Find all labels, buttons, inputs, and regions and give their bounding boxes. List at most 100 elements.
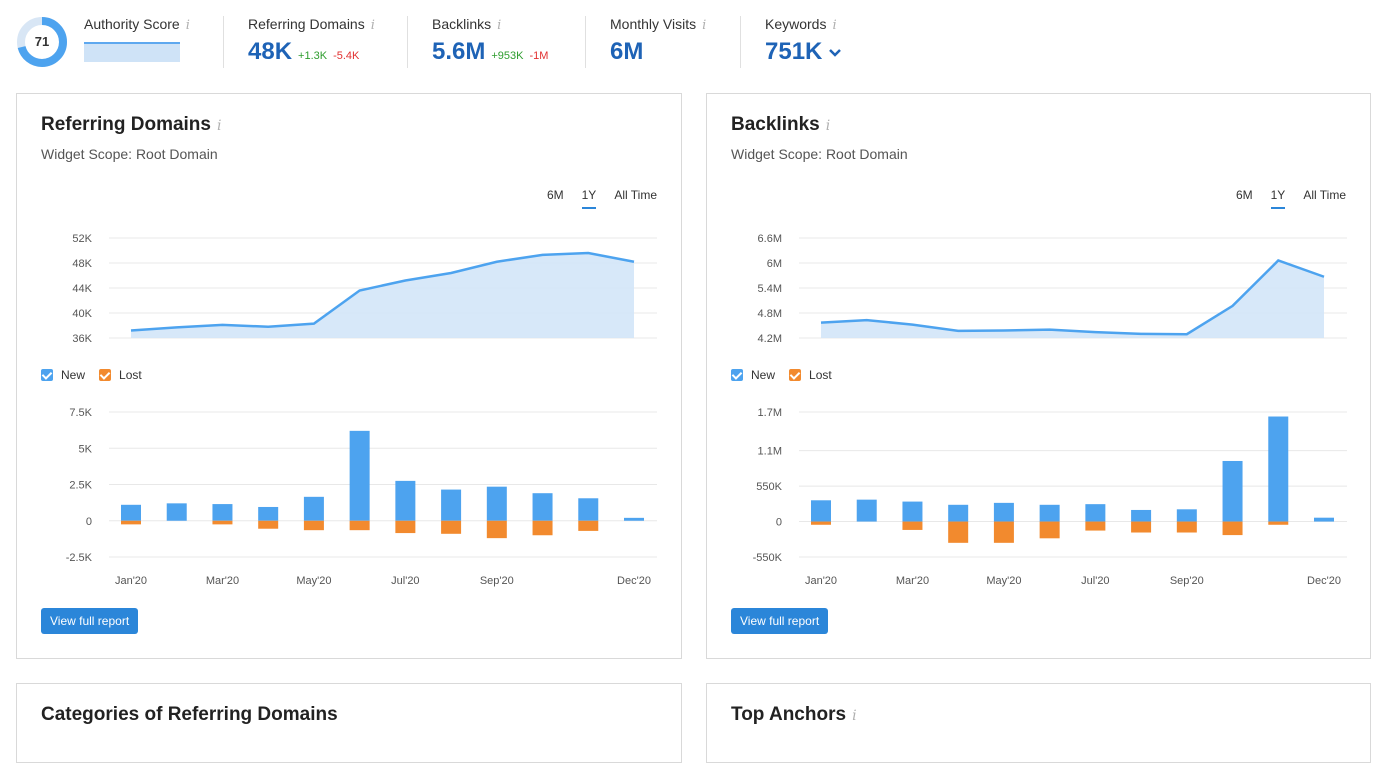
info-icon[interactable]: i: [497, 18, 501, 33]
x-tick-label: Jul'20: [1081, 575, 1109, 587]
bar-new: [304, 497, 324, 521]
bar-lost: [212, 521, 232, 525]
bar-new: [212, 504, 232, 521]
y-tick-label: -2.5K: [66, 552, 93, 564]
bar-new: [487, 487, 507, 521]
bar-new: [948, 505, 968, 522]
x-tick-label: Jan'20: [805, 575, 837, 587]
bar-lost: [994, 522, 1014, 543]
tab-6m[interactable]: 6M: [1236, 188, 1253, 209]
bar-lost: [811, 522, 831, 525]
y-tick-label: 550K: [756, 481, 782, 493]
bar-new: [994, 503, 1014, 522]
authority-sparkline: [84, 42, 180, 62]
bar-lost: [1085, 522, 1105, 531]
bar-lost: [258, 521, 278, 529]
backlinks-value[interactable]: 5.6M: [432, 38, 485, 65]
x-tick-label: Mar'20: [206, 575, 239, 587]
area-fill: [821, 261, 1324, 339]
bar-lost: [121, 521, 141, 525]
bar-lost: [487, 521, 507, 538]
referring-domains-value[interactable]: 48K: [248, 38, 292, 65]
tab-1y[interactable]: 1Y: [1271, 188, 1286, 209]
chart-legend: New Lost: [731, 368, 832, 382]
chevron-down-icon[interactable]: [828, 48, 842, 58]
checkbox-icon[interactable]: [41, 369, 53, 381]
legend-new[interactable]: New: [731, 368, 775, 382]
checkbox-icon[interactable]: [789, 369, 801, 381]
view-full-report-button[interactable]: View full report: [731, 608, 828, 634]
tab-6m[interactable]: 6M: [547, 188, 564, 209]
y-tick-label: 4.2M: [758, 333, 782, 345]
bar-lost: [441, 521, 461, 534]
tab-all-time[interactable]: All Time: [614, 188, 657, 209]
referring-domains-label: Referring Domains: [248, 16, 365, 32]
x-tick-label: Mar'20: [896, 575, 929, 587]
y-tick-label: 0: [86, 516, 92, 528]
bar-new: [624, 518, 644, 521]
bar-new: [350, 431, 370, 521]
y-tick-label: 0: [776, 517, 782, 529]
tab-1y[interactable]: 1Y: [582, 188, 597, 209]
bar-lost: [533, 521, 553, 536]
divider: [740, 16, 741, 68]
info-icon[interactable]: i: [702, 18, 706, 33]
bar-new: [1314, 518, 1334, 522]
bar-new: [1268, 417, 1288, 522]
x-tick-label: Sep'20: [480, 575, 514, 587]
info-icon[interactable]: i: [826, 118, 830, 134]
info-icon[interactable]: i: [371, 18, 375, 33]
legend-lost[interactable]: Lost: [99, 368, 142, 382]
info-icon[interactable]: i: [852, 708, 856, 724]
bar-new: [395, 481, 415, 521]
info-icon[interactable]: i: [186, 18, 190, 33]
bar-new: [857, 500, 877, 522]
info-icon[interactable]: i: [217, 118, 221, 134]
checkbox-icon[interactable]: [99, 369, 111, 381]
legend-lost[interactable]: Lost: [789, 368, 832, 382]
divider: [223, 16, 224, 68]
bar-new: [1131, 510, 1151, 522]
monthly-visits-value[interactable]: 6M: [610, 38, 643, 65]
legend-new[interactable]: New: [41, 368, 85, 382]
view-full-report-button[interactable]: View full report: [41, 608, 138, 634]
tab-all-time[interactable]: All Time: [1303, 188, 1346, 209]
bar-new: [167, 503, 187, 520]
bar-new: [1040, 505, 1060, 522]
divider: [585, 16, 586, 68]
y-tick-label: 36K: [72, 333, 92, 345]
divider: [407, 16, 408, 68]
keywords-value[interactable]: 751K: [765, 38, 822, 65]
checkbox-icon[interactable]: [731, 369, 743, 381]
y-tick-label: 2.5K: [69, 480, 92, 492]
info-icon[interactable]: i: [832, 18, 836, 33]
widget-scope: Widget Scope: Root Domain: [41, 146, 218, 162]
bar-lost: [1177, 522, 1197, 533]
bar-new: [441, 490, 461, 521]
categories-card: Categories of Referring Domains: [16, 683, 682, 763]
bar-lost: [1040, 522, 1060, 539]
backlinks-loss: -1M: [529, 50, 548, 62]
period-tabs: 6M 1Y All Time: [547, 188, 657, 209]
y-tick-label: 7.5K: [69, 407, 92, 419]
bar-new: [1085, 504, 1105, 521]
y-tick-label: 48K: [72, 258, 92, 270]
x-tick-label: Jan'20: [115, 575, 147, 587]
y-tick-label: 6.6M: [758, 233, 782, 245]
